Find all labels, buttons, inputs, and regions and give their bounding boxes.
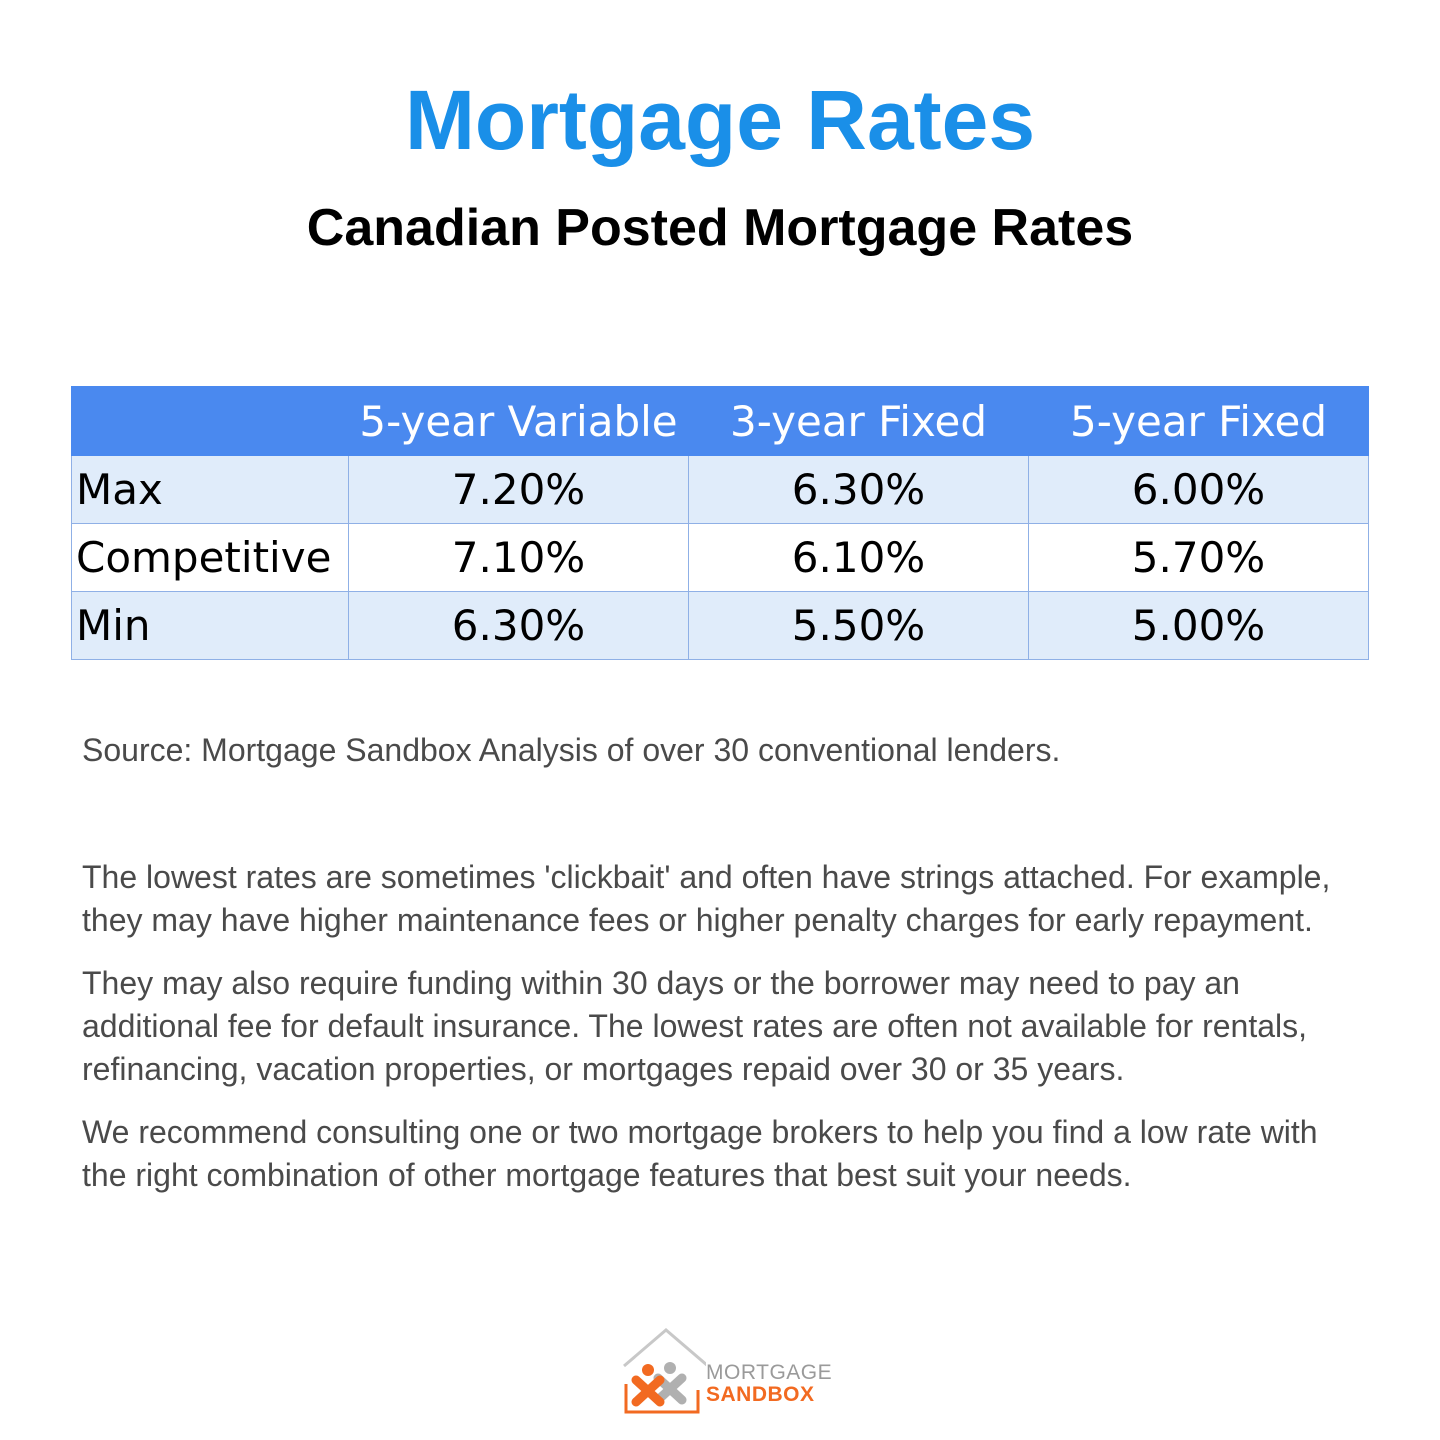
source-note: Source: Mortgage Sandbox Analysis of ove… (82, 732, 1061, 768)
page-title: Mortgage Rates (404, 73, 1036, 167)
table-row-competitive: Competitive 7.10% 6.10% 5.70% (71, 523, 1369, 592)
rates-table: 5-year Variable 3-year Fixed 5-year Fixe… (71, 386, 1369, 660)
body-text: The lowest rates are sometimes 'clickbai… (82, 856, 1352, 1217)
paragraph: They may also require funding within 30 … (82, 965, 1308, 1087)
column-header-5yr-fixed: 5-year Fixed (1028, 386, 1369, 456)
rate-cell: 5.70% (1028, 523, 1369, 592)
page-subtitle: Canadian Posted Mortgage Rates (306, 199, 1134, 257)
mortgage-sandbox-logo: MORTGAGE SANDBOX (620, 1328, 832, 1418)
table-header-row: 5-year Variable 3-year Fixed 5-year Fixe… (71, 386, 1369, 456)
rate-cell: 6.10% (688, 523, 1029, 592)
column-header-5yr-variable: 5-year Variable (348, 386, 689, 456)
row-label: Min (71, 591, 349, 660)
rate-cell: 6.30% (688, 455, 1029, 524)
rate-cell: 6.00% (1028, 455, 1369, 524)
table-row-min: Min 6.30% 5.50% 5.00% (71, 591, 1369, 660)
rate-cell: 5.00% (1028, 591, 1369, 660)
column-header-empty (71, 386, 349, 456)
paragraph: The lowest rates are sometimes 'clickbai… (82, 859, 1331, 938)
house-people-logo-icon (623, 1328, 706, 1414)
paragraph: We recommend consulting one or two mortg… (82, 1114, 1318, 1193)
rate-cell: 7.10% (348, 523, 689, 592)
rate-cell: 6.30% (348, 591, 689, 660)
logo-line-mortgage: MORTGAGE (706, 1361, 833, 1384)
logo-line-sandbox: SANDBOX (706, 1383, 815, 1406)
column-header-3yr-fixed: 3-year Fixed (688, 386, 1029, 456)
rate-cell: 5.50% (688, 591, 1029, 660)
logo-wordmark: MORTGAGE SANDBOX (706, 1362, 832, 1406)
rate-cell: 7.20% (348, 455, 689, 524)
row-label: Max (71, 455, 349, 524)
table-row-max: Max 7.20% 6.30% 6.00% (71, 455, 1369, 524)
row-label: Competitive (71, 523, 349, 592)
